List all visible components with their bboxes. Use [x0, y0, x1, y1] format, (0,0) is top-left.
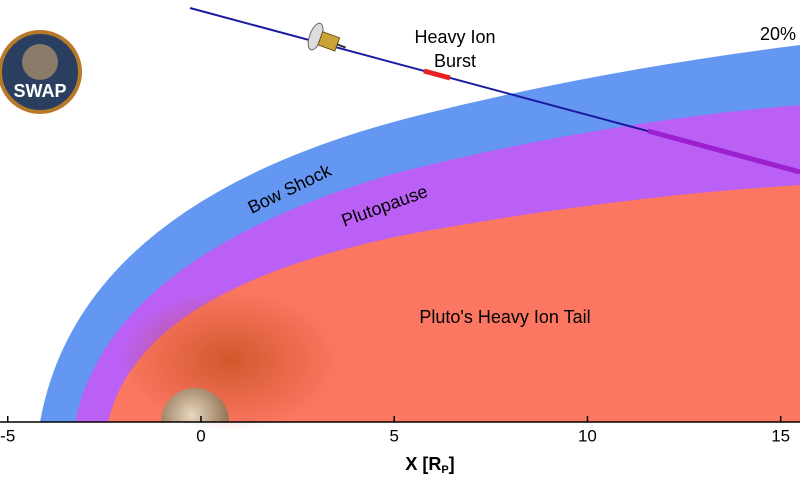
- tail-segment: [647, 128, 800, 175]
- x-axis-label-close: ]: [449, 454, 455, 474]
- pluto: [161, 388, 229, 422]
- annotation: Heavy Ion: [414, 27, 495, 47]
- annotation: 20%: [760, 24, 796, 44]
- swap-logo: SWAP: [0, 30, 82, 114]
- burst-segment: [423, 68, 451, 81]
- x-tick-label: 10: [578, 426, 597, 445]
- annotation: Burst: [434, 51, 476, 71]
- x-tick-label: 0: [196, 426, 205, 445]
- pluto-haze: [120, 290, 340, 430]
- spacecraft: [307, 22, 347, 52]
- x-tick-label: 15: [771, 426, 790, 445]
- x-axis-label-sub: P: [441, 464, 448, 476]
- x-tick-label: -5: [0, 426, 15, 445]
- x-axis-label: X [RP]: [405, 454, 454, 476]
- annotation: Pluto's Heavy Ion Tail: [419, 307, 590, 327]
- x-tick-label: 5: [389, 426, 398, 445]
- x-ticks: -5 0 5 10 15: [0, 416, 790, 445]
- x-axis-label-main: X [R: [405, 454, 441, 474]
- logo-label: SWAP: [13, 81, 66, 101]
